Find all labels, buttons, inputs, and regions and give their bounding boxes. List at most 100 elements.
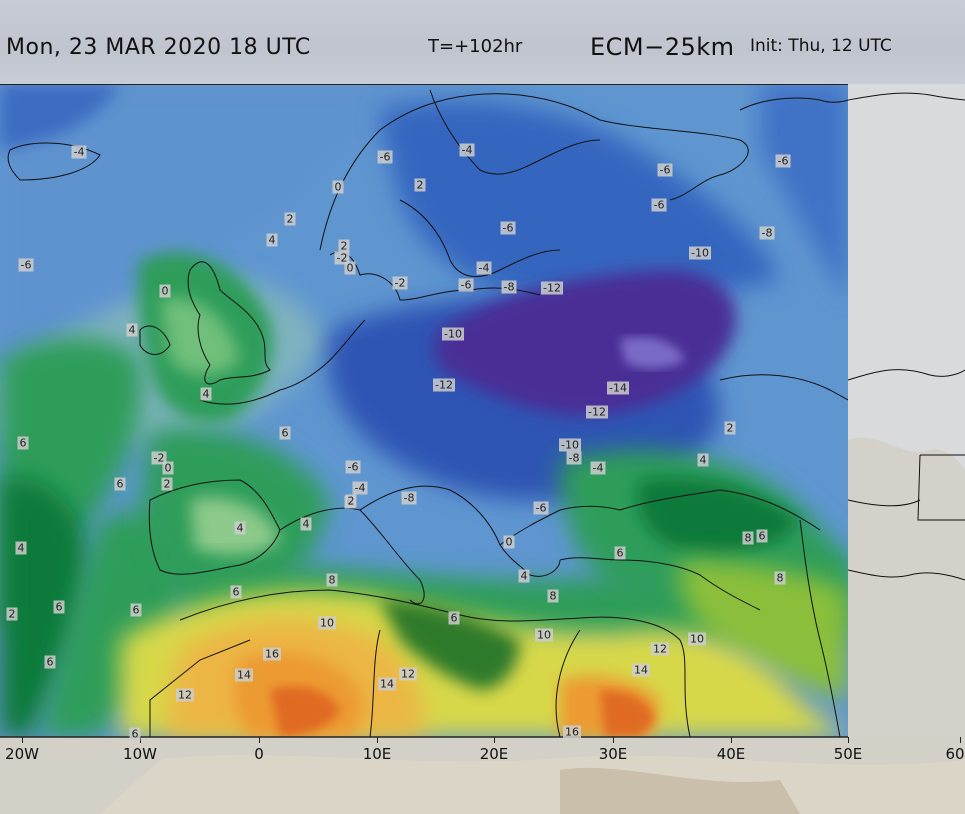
contour-value-label: 0 [503, 535, 515, 549]
contour-value-label: -4 [476, 261, 492, 275]
x-tick-mark [259, 737, 260, 743]
init-time-label: Init: Thu, 12 UTC [750, 36, 892, 56]
contour-value-label: 2 [284, 212, 296, 226]
x-tick-mark [377, 737, 378, 743]
contour-value-label: 2 [338, 239, 350, 253]
contour-value-label: 10 [318, 616, 336, 630]
contour-value-label: 6 [756, 529, 768, 543]
contour-value-label: 6 [614, 546, 626, 560]
contour-value-label: 6 [230, 585, 242, 599]
contour-value-label: -4 [590, 461, 606, 475]
contour-value-label: -8 [501, 280, 517, 294]
x-tick-label: 50E [833, 745, 863, 763]
contour-value-label: -10 [559, 438, 581, 452]
contour-value-label: 4 [697, 453, 709, 467]
x-tick-mark [731, 737, 732, 743]
contour-value-label: 8 [547, 589, 559, 603]
x-tick-mark [848, 737, 849, 743]
x-tick-label: 10W [123, 745, 157, 763]
x-tick-label: 60 [945, 745, 965, 763]
contour-value-label: 12 [651, 642, 669, 656]
contour-value-label: 10 [535, 628, 553, 642]
contour-value-label: 4 [300, 517, 312, 531]
contour-value-label: 6 [114, 477, 126, 491]
contour-value-label: 12 [399, 667, 417, 681]
x-tick-label: 10E [362, 745, 392, 763]
contour-value-label: 12 [176, 688, 194, 702]
contour-value-label: -6 [651, 198, 667, 212]
contour-value-label: -6 [775, 154, 791, 168]
contour-value-label: -4 [459, 143, 475, 157]
contour-value-label: 0 [159, 284, 171, 298]
contour-value-label: 6 [53, 600, 65, 614]
contour-value-label: -2 [151, 451, 167, 465]
x-tick-mark [613, 737, 614, 743]
contour-value-label: 2 [345, 494, 357, 508]
coastlines-borders [7, 89, 848, 737]
contour-value-label: 10 [688, 632, 706, 646]
contour-value-label: 14 [378, 677, 396, 691]
contour-value-label: -10 [442, 327, 464, 341]
contour-value-label: -12 [541, 281, 563, 295]
contour-value-label: 4 [518, 569, 530, 583]
contour-value-label: -6 [500, 221, 516, 235]
contour-value-label: 6 [448, 611, 460, 625]
contour-value-label: 14 [235, 668, 253, 682]
contour-value-label: 6 [279, 426, 291, 440]
contour-value-label: -6 [345, 460, 361, 474]
contour-value-label: 6 [130, 603, 142, 617]
contour-value-label: 6 [129, 727, 141, 741]
contour-value-label: 2 [414, 178, 426, 192]
contour-value-label: -6 [657, 163, 673, 177]
contour-value-label: -8 [759, 226, 775, 240]
contour-value-label: -6 [18, 258, 34, 272]
contour-value-label: 16 [263, 647, 281, 661]
model-label: ECM−25km [590, 33, 735, 61]
contour-value-label: 8 [742, 531, 754, 545]
contour-value-label: -6 [533, 501, 549, 515]
contour-value-label: 8 [774, 571, 786, 585]
x-tick-label: 20W [5, 745, 39, 763]
contour-value-label: 0 [162, 461, 174, 475]
contour-value-label: -12 [586, 405, 608, 419]
contour-value-label: -12 [433, 378, 455, 392]
contour-value-label: 4 [266, 233, 278, 247]
contour-value-label: -8 [401, 491, 417, 505]
contour-value-label: 6 [44, 655, 56, 669]
contour-value-label: -10 [689, 246, 711, 260]
x-tick-mark [494, 737, 495, 743]
contour-value-label: -8 [566, 451, 582, 465]
contour-value-label: 2 [161, 477, 173, 491]
contour-value-label: 14 [632, 663, 650, 677]
x-tick-mark [960, 737, 961, 743]
contour-value-label: 4 [234, 521, 246, 535]
contour-value-label: -6 [458, 278, 474, 292]
x-tick-mark [22, 737, 23, 743]
contour-value-label: 2 [6, 607, 18, 621]
contour-value-label: -2 [392, 276, 408, 290]
x-tick-mark [140, 737, 141, 743]
x-tick-label: 20E [479, 745, 509, 763]
contour-value-label: -4 [352, 481, 368, 495]
x-tick-label: 40E [716, 745, 746, 763]
contour-value-label: -2 [334, 251, 350, 265]
contour-value-label: 4 [126, 323, 138, 337]
x-tick-label: 0 [254, 745, 264, 763]
outside-borders [847, 92, 965, 581]
temperature-field [0, 84, 848, 737]
contour-value-label: 6 [17, 436, 29, 450]
contour-value-label: 8 [326, 573, 338, 587]
contour-value-label: 4 [200, 387, 212, 401]
contour-value-label: 0 [344, 261, 356, 275]
contour-value-label: 2 [724, 421, 736, 435]
header-band [0, 0, 965, 84]
valid-time-label: Mon, 23 MAR 2020 18 UTC [6, 35, 311, 60]
contour-value-label: -14 [607, 381, 629, 395]
map-frame [0, 84, 848, 738]
x-tick-label: 30E [598, 745, 628, 763]
contour-value-label: -6 [377, 150, 393, 164]
contour-value-label: 0 [332, 180, 344, 194]
contour-value-label: 16 [563, 725, 581, 739]
